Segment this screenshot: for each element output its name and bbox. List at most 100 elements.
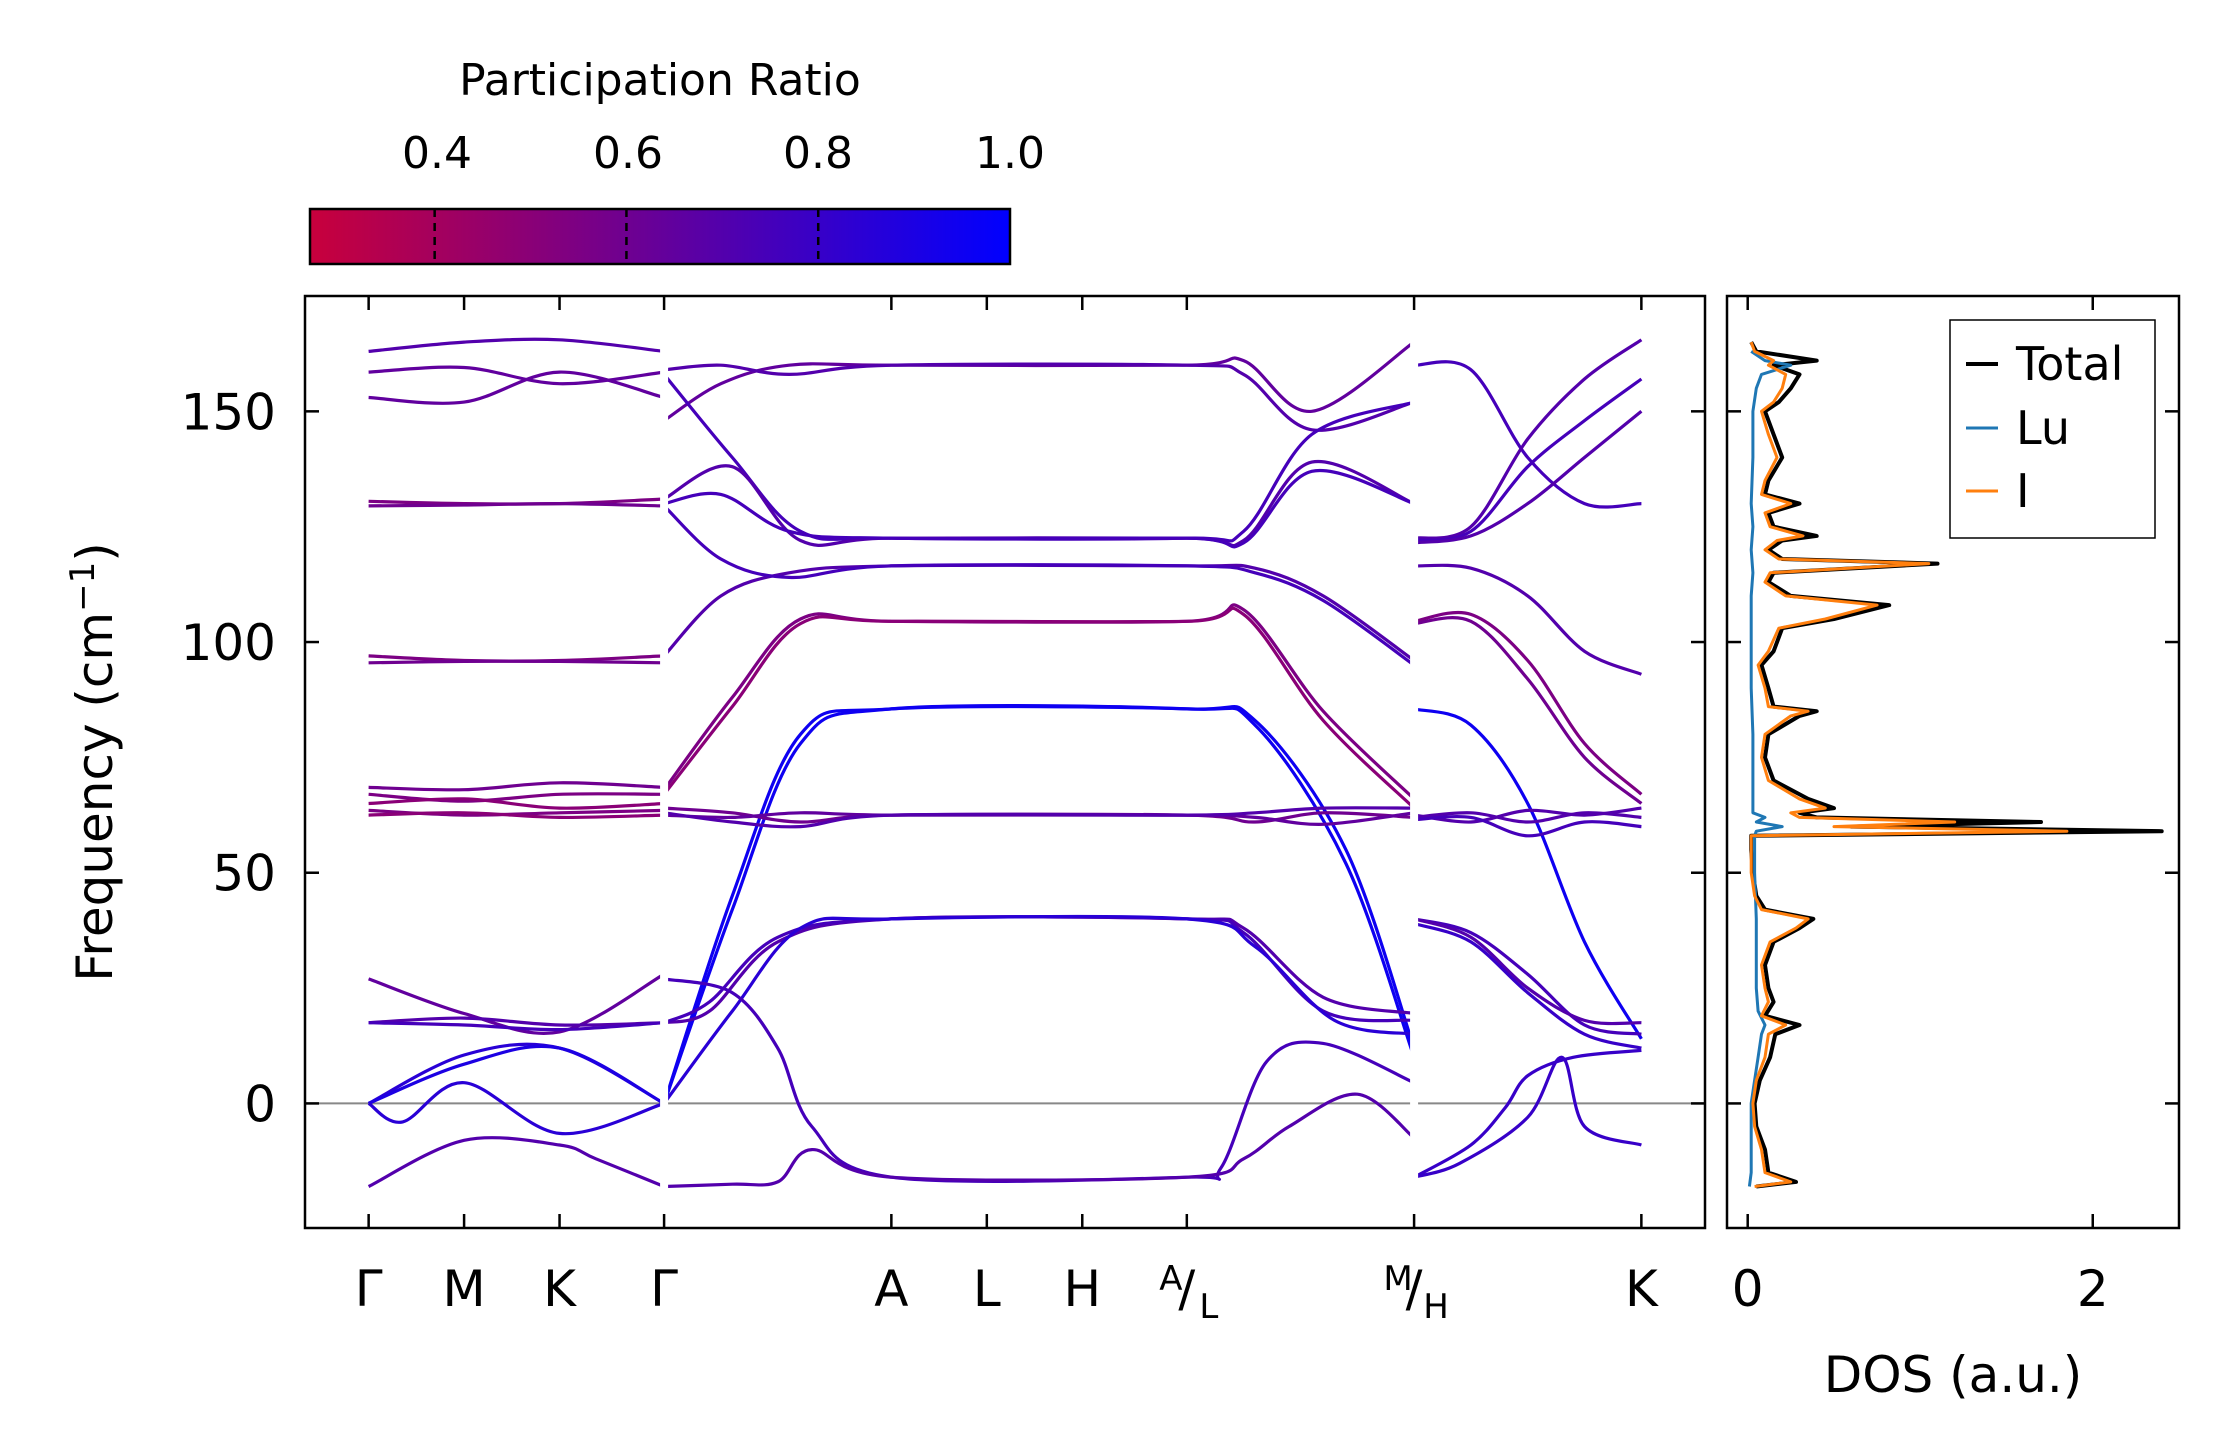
phonon-band [1414, 563, 1642, 676]
y-tick-label: 0 [244, 1075, 276, 1133]
colorbar: Participation Ratio 0.4 0.6 0.8 1.0 [308, 55, 1045, 266]
legend-entry-i: I [1966, 464, 2030, 518]
phonon-band [368, 370, 665, 405]
x-tick-label: H [1063, 1260, 1101, 1318]
y-axis-label: Frequency (cm−1) [63, 542, 124, 982]
band-axes-frame [303, 294, 1707, 1230]
legend: Total Lu I [1949, 319, 2156, 539]
colorbar-tick-label: 0.8 [783, 128, 853, 179]
phonon-band [368, 659, 665, 665]
x-tick-label-split: A / L [1159, 1259, 1218, 1327]
band-structure-panel: 0 50 100 150 Frequency (cm−1) Γ M K Γ A … [63, 294, 1707, 1327]
phonon-band [662, 704, 1416, 1104]
dos-axes-frame [1725, 294, 2181, 1230]
phonon-band [368, 797, 665, 810]
dos-x-tick-label: 2 [2077, 1260, 2109, 1318]
phonon-band [367, 1042, 665, 1105]
dos-ticks [1727, 296, 2179, 1228]
phonon-band [1413, 921, 1642, 1050]
x-tick-label-split: M / H [1383, 1259, 1448, 1327]
x-tick-label-slash: / [1406, 1260, 1423, 1318]
phonon-band [368, 1021, 665, 1032]
x-tick-label: Γ [355, 1260, 383, 1318]
x-tick-label: K [1625, 1260, 1659, 1318]
legend-label: Lu [2016, 401, 2070, 455]
segment-break [660, 298, 669, 1226]
colorbar-tick-label: 0.6 [593, 128, 663, 179]
y-tick-label: 150 [181, 383, 276, 441]
phonon-band [367, 1136, 665, 1188]
x-tick-label: A [874, 1260, 908, 1318]
phonon-band [1413, 1048, 1642, 1179]
dos-x-axis-label: DOS (a.u.) [1824, 1346, 2083, 1404]
phonon-band [368, 501, 665, 508]
phonon-band [663, 340, 1415, 422]
x-tick-label-lower: H [1423, 1287, 1449, 1327]
phonon-band [662, 603, 1416, 801]
x-tick-label-upper: M [1383, 1259, 1412, 1299]
phonon-bands [367, 337, 1643, 1189]
band-x-ticks [367, 296, 1643, 1228]
phonon-band [663, 915, 1415, 1025]
dos-x-tick-label: 0 [1732, 1260, 1764, 1318]
colorbar-ticks [433, 209, 820, 264]
x-tick-labels: Γ M K Γ A L H A / L M / H K [355, 1259, 1659, 1327]
phonon-band [1413, 917, 1642, 1036]
legend-entry-lu: Lu [1966, 401, 2070, 455]
phonon-band [367, 1081, 665, 1136]
dos-curve-i [1749, 341, 2069, 1188]
phonon-band [663, 977, 1415, 1183]
colorbar-tick-labels: 0.4 0.6 0.8 1.0 [402, 128, 1045, 179]
segment-break [1410, 298, 1419, 1226]
phonon-band [368, 781, 665, 792]
phonon-band [368, 811, 665, 820]
x-tick-label: Γ [650, 1260, 678, 1318]
phonon-band [663, 362, 1415, 432]
x-tick-label: K [543, 1260, 577, 1318]
phonon-band [1413, 360, 1642, 509]
phonon-band [664, 1092, 1416, 1189]
y-tick-labels: 0 50 100 150 [181, 383, 276, 1133]
phonon-band [1413, 610, 1643, 796]
legend-entry-total: Total [1966, 337, 2123, 391]
phonon-band [1413, 410, 1643, 545]
phonon-band [662, 606, 1416, 810]
phonon-band [1414, 814, 1642, 838]
x-tick-label-lower: L [1199, 1287, 1218, 1327]
legend-label: Total [2015, 337, 2123, 391]
dos-curve-total [1749, 341, 2164, 1189]
x-tick-label-upper: A [1159, 1259, 1182, 1299]
segment-breaks [660, 298, 1419, 1226]
dos-curves [1747, 341, 2164, 1189]
phonon-band [368, 337, 665, 353]
band-y-ticks [305, 410, 1705, 1105]
phonon-band [662, 504, 1416, 667]
phonon-band [663, 915, 1415, 1025]
colorbar-tick-label: 0.4 [402, 128, 472, 179]
phonon-band [663, 806, 1415, 829]
dos-panel: 0 2 DOS (a.u.) Total Lu I [1725, 294, 2181, 1404]
phonon-band [368, 365, 665, 386]
phonon-band [1413, 377, 1643, 543]
phonon-band [663, 468, 1415, 549]
phonon-band [1413, 811, 1642, 824]
colorbar-gradient [308, 207, 1012, 266]
y-tick-label: 50 [212, 845, 276, 903]
x-tick-label: M [443, 1260, 486, 1318]
phonon-band [1413, 616, 1643, 805]
phonon-band [1413, 917, 1642, 1026]
phonon-band [1413, 338, 1643, 540]
y-tick-label: 100 [181, 614, 276, 672]
phonon-band [368, 1016, 665, 1027]
phonon-band [1413, 1055, 1642, 1179]
x-tick-label: L [973, 1260, 1001, 1318]
colorbar-tick-label: 1.0 [975, 128, 1045, 179]
phonon-band [662, 914, 1415, 1105]
phonon-band [368, 792, 665, 803]
colorbar-title: Participation Ratio [459, 55, 861, 106]
dos-curve-lu [1747, 350, 1793, 1187]
phonon-band [367, 1044, 665, 1105]
legend-label: I [2016, 464, 2030, 518]
x-tick-label-slash: / [1178, 1260, 1195, 1318]
